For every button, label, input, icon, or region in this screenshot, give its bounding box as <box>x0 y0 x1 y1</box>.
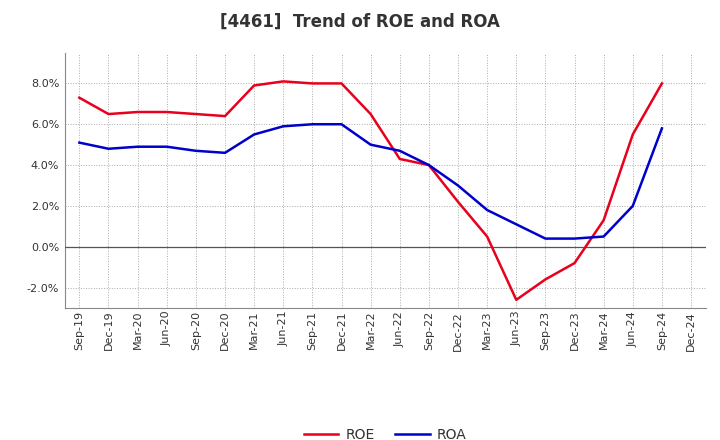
ROA <box>425 162 433 168</box>
ROE <box>133 110 142 115</box>
ROA <box>250 132 258 137</box>
ROE <box>512 297 521 302</box>
Line: ROE: ROE <box>79 81 662 300</box>
ROA <box>570 236 579 241</box>
ROA <box>395 148 404 154</box>
ROE <box>483 234 492 239</box>
ROA <box>629 203 637 209</box>
ROA <box>657 126 666 131</box>
ROE <box>395 156 404 161</box>
ROE <box>570 260 579 266</box>
ROA <box>599 234 608 239</box>
ROA <box>366 142 375 147</box>
ROE <box>541 277 550 282</box>
Text: [4461]  Trend of ROE and ROA: [4461] Trend of ROE and ROA <box>220 13 500 31</box>
ROA <box>133 144 142 149</box>
ROA <box>337 121 346 127</box>
ROA <box>279 124 287 129</box>
ROE <box>279 79 287 84</box>
ROA <box>454 183 462 188</box>
ROA <box>308 121 317 127</box>
ROA <box>75 140 84 145</box>
ROE <box>250 83 258 88</box>
ROA <box>541 236 550 241</box>
ROA <box>192 148 200 154</box>
ROA <box>163 144 171 149</box>
ROE <box>220 114 229 119</box>
ROE <box>75 95 84 100</box>
ROE <box>308 81 317 86</box>
ROE <box>366 111 375 117</box>
Legend: ROE, ROA: ROE, ROA <box>298 422 472 440</box>
ROE <box>192 111 200 117</box>
ROA <box>512 222 521 227</box>
ROE <box>104 111 113 117</box>
ROE <box>599 217 608 223</box>
Line: ROA: ROA <box>79 124 662 238</box>
ROA <box>220 150 229 155</box>
ROE <box>657 81 666 86</box>
ROE <box>163 110 171 115</box>
ROA <box>483 207 492 213</box>
ROE <box>425 162 433 168</box>
ROE <box>337 81 346 86</box>
ROE <box>454 199 462 205</box>
ROE <box>629 132 637 137</box>
ROA <box>104 146 113 151</box>
